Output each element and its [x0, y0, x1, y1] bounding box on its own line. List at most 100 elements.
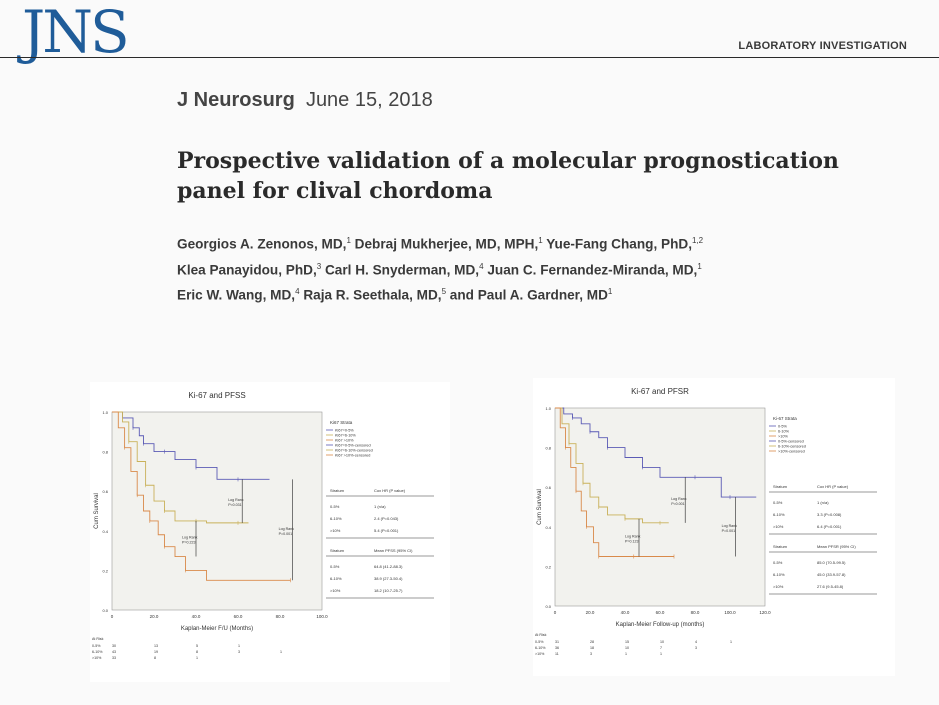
risk-table-cell: 3: [238, 650, 240, 654]
pfs-table-cell: >10%: [330, 588, 341, 593]
risk-table-cell: 10: [625, 646, 629, 650]
pfs-table-header: Stratum: [330, 548, 345, 553]
author-name: Debraj Mukherjee, MD, MPH,: [354, 236, 539, 252]
risk-table-cell: 33: [112, 656, 116, 660]
y-tick-label: 0.8: [102, 450, 108, 455]
pfs-table-header: Mean PFSR (95% CI): [817, 544, 856, 549]
logrank-value: P=0.031: [228, 503, 242, 507]
risk-table-cell: 1: [625, 652, 627, 656]
risk-table-cell: 0-5%: [535, 640, 544, 644]
hr-table-header: Stratum: [773, 484, 788, 489]
risk-table-cell: 43: [112, 650, 116, 654]
hr-table-cell: 5.4 (P=0.001): [374, 528, 399, 533]
author-name: and Paul A. Gardner, MD: [449, 287, 608, 303]
pfs-table-cell: 6-10%: [773, 572, 785, 577]
legend-entry: 0-5%: [778, 425, 787, 429]
risk-table-cell: 19: [154, 650, 158, 654]
author-affiliation: 3: [316, 261, 322, 271]
logrank-label: Log Rank: [182, 536, 198, 540]
x-tick-label: 60.0: [656, 610, 665, 615]
pfs-table-cell: 38.9 (27.3-50.4): [374, 576, 403, 581]
risk-table-cell: 11: [555, 652, 559, 656]
risk-table-cell: 1: [660, 652, 662, 656]
x-tick-label: 0: [111, 614, 114, 619]
hr-table-cell: 1 (n/a): [817, 500, 829, 505]
author-name: Georgios A. Zenonos, MD,: [177, 236, 347, 252]
author-name: Klea Panayidou, PhD,: [177, 262, 317, 278]
legend-entry: 6-10%: [778, 430, 790, 434]
risk-table-cell: 4: [695, 640, 697, 644]
logrank-label: Log Rank: [625, 535, 641, 539]
x-tick-label: 80.0: [276, 614, 285, 619]
y-tick-label: 0.0: [545, 604, 551, 609]
journal-logo: JNS: [22, 0, 130, 66]
x-tick-label: 40.0: [192, 614, 201, 619]
risk-table-cell: 1: [238, 644, 240, 648]
y-tick-label: 0.4: [102, 529, 108, 534]
risk-table-cell: 30: [112, 644, 116, 648]
x-tick-label: 120.0: [759, 610, 771, 615]
pfs-table-cell: 85.0 (70.5-99.5): [817, 560, 846, 565]
pfs-table-header: Stratum: [773, 544, 788, 549]
risk-table-cell: 36: [555, 646, 559, 650]
risk-table-cell: 5: [196, 644, 198, 648]
survival-curve: [112, 411, 291, 581]
logrank-label: Log Rank: [279, 527, 295, 531]
plot-area: [554, 407, 766, 607]
risk-table-cell: 28: [590, 640, 594, 644]
survival-curve: [112, 411, 249, 524]
risk-table-cell: 6-10%: [535, 646, 546, 650]
risk-table-cell: 1: [196, 656, 198, 660]
risk-table-cell: 13: [154, 644, 158, 648]
author-affiliation: 1: [538, 236, 543, 245]
pfs-table-cell: 6-10%: [330, 576, 342, 581]
legend-entry: >10%: [778, 435, 788, 439]
hr-table-header: Stratum: [330, 488, 345, 493]
author-name: Yue-Fang Chang, PhD,: [546, 236, 692, 252]
x-tick-label: 100.0: [724, 610, 736, 615]
logrank-value: P=0.001: [279, 532, 293, 536]
y-tick-label: 0.2: [545, 564, 551, 569]
survival-curve: [555, 407, 674, 557]
pfs-table-cell: 27.6 (9.5-45.8): [817, 584, 844, 589]
y-axis-label: Cum Survival: [537, 489, 543, 525]
author-affiliation: 1,2: [691, 236, 704, 245]
author-affiliation: 1: [607, 287, 613, 297]
legend-entry: Ki67 >10%-censored: [335, 454, 370, 458]
y-tick-label: 0.6: [102, 489, 108, 494]
author-name: Juan C. Fernandez-Miranda, MD,: [487, 262, 698, 278]
chart-title: Ki-67 and PFSS: [188, 391, 245, 400]
y-tick-label: 0.6: [545, 485, 551, 490]
figure-panel-pfsr: Ki-67 and PFSR 0.0 0.2 0.4 0.6 0.8 1.0 0 20.0 40.…: [533, 378, 895, 676]
logrank-value: P=0.001: [722, 529, 736, 533]
author-name: Carl H. Snyderman, MD,: [324, 262, 480, 278]
risk-table-cell: 1: [280, 650, 282, 654]
pfs-table-cell: 0-5%: [330, 564, 340, 569]
journal-name: J Neurosurg: [177, 89, 295, 111]
author-name: Raja R. Seethala, MD,: [303, 287, 442, 303]
legend-title: Ki67 Strata: [330, 420, 353, 425]
hr-table-cell: 6.4 (P=0.001): [817, 524, 842, 529]
legend-title: Ki-67 Strata: [773, 416, 797, 421]
hr-table-cell: 6-10%: [330, 516, 342, 521]
legend-entry: Ki67=6-10%: [335, 434, 356, 438]
publication-date: June 15, 2018: [305, 89, 433, 111]
y-tick-label: 0.4: [545, 525, 551, 530]
risk-table-cell: >10%: [535, 652, 545, 656]
y-tick-label: 0.8: [545, 446, 551, 451]
author-affiliation: 4: [295, 287, 300, 297]
article-title: Prospective validation of a molecular pr…: [177, 148, 839, 204]
hr-table-cell: 6-10%: [773, 512, 785, 517]
logrank-label: Log Rank: [228, 498, 244, 502]
hr-table-cell: >10%: [773, 524, 784, 529]
risk-table-header: At Risk: [535, 633, 547, 637]
risk-table-cell: 1: [730, 640, 732, 644]
x-tick-label: 80.0: [691, 610, 700, 615]
logrank-value: P=0.001: [671, 502, 685, 506]
pfs-table-header: Mean PFSS (95% CI): [374, 548, 413, 553]
section-label: LABORATORY INVESTIGATION: [738, 40, 907, 52]
author-name: Eric W. Wang, MD,: [177, 287, 296, 303]
x-tick-label: 60.0: [234, 614, 243, 619]
author-list: Georgios A. Zenonos, MD, 1 Debraj Mukherj…: [177, 230, 897, 307]
x-tick-label: 100.0: [316, 614, 328, 619]
